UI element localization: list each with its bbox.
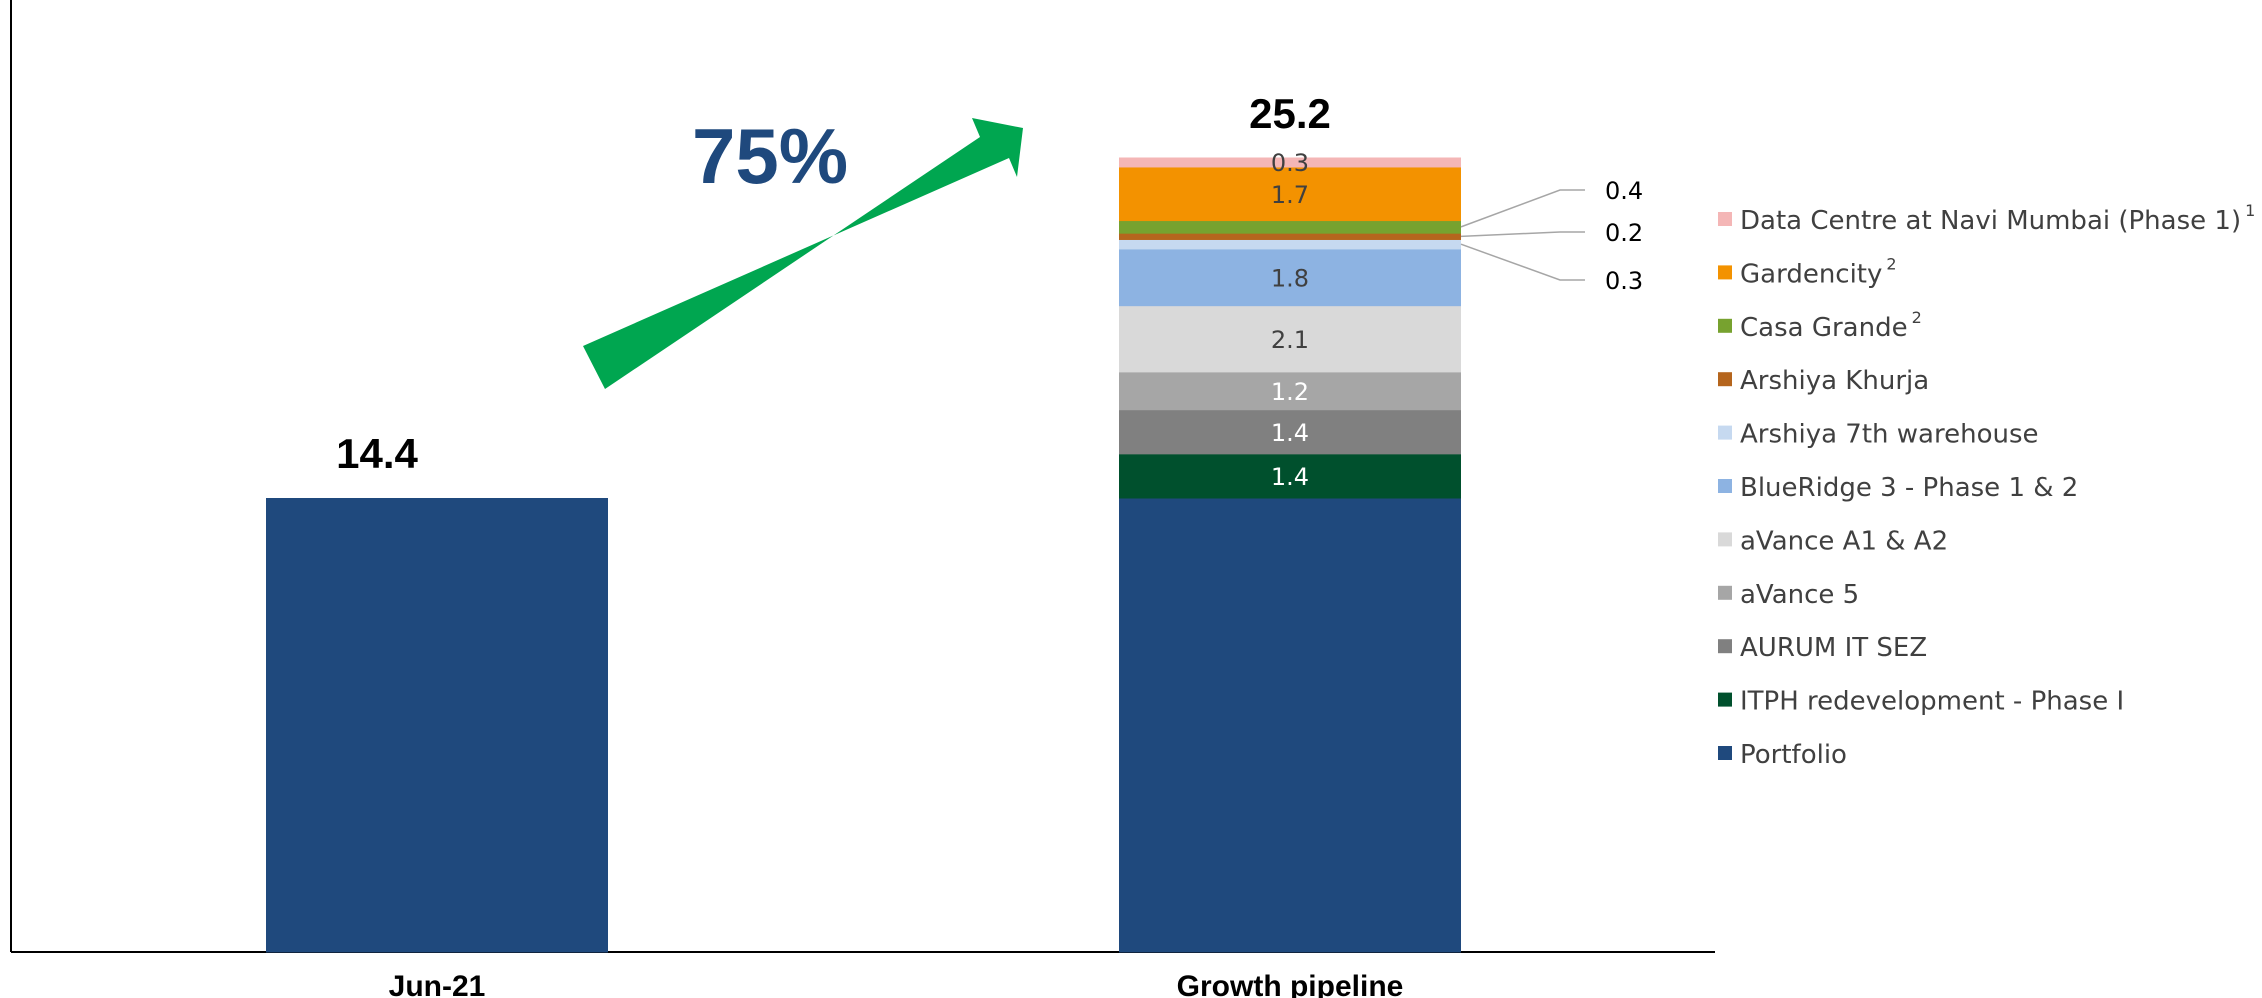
legend-label-itph-redevelopment-phase-i: ITPH redevelopment - Phase I bbox=[1740, 687, 2124, 717]
data-label-itph-redevelopment-phase-i: 1.4 bbox=[1271, 463, 1309, 491]
legend-label-casa-grande: Casa Grande bbox=[1740, 313, 1908, 343]
legend-label-avance-a1-a2: aVance A1 & A2 bbox=[1740, 526, 1948, 556]
legend-label-data-centre-at-navi-mumbai-phase-1: Data Centre at Navi Mumbai (Phase 1) bbox=[1740, 206, 2241, 236]
data-label-gardencity: 1.7 bbox=[1271, 181, 1309, 209]
callout-line-arshiya-7th-warehouse bbox=[1460, 243, 1585, 281]
data-label-blueridge-3-phase-1-2: 1.8 bbox=[1271, 264, 1309, 292]
legend-swatch-arshiya-7th-warehouse bbox=[1718, 425, 1732, 440]
legend-swatch-portfolio bbox=[1718, 746, 1732, 760]
data-label-aurum-it-sez: 1.4 bbox=[1271, 419, 1309, 447]
callout-label-arshiya-khurja: 0.2 bbox=[1605, 219, 1643, 247]
legend-swatch-gardencity bbox=[1718, 265, 1732, 280]
legend-swatch-itph-redevelopment-phase-i bbox=[1718, 692, 1732, 707]
total-label-jun-21: 14.4 bbox=[336, 430, 418, 477]
legend-label-arshiya-7th-warehouse: Arshiya 7th warehouse bbox=[1740, 420, 2039, 450]
bar-itph-redevelopment-phase-i-growth-pipeline bbox=[1119, 453, 1461, 499]
callout-line-arshiya-khurja bbox=[1460, 231, 1585, 238]
x-tick-jun-21: Jun-21 bbox=[389, 970, 486, 998]
bar-arshiya-7th-warehouse-growth-pipeline bbox=[1119, 239, 1461, 250]
bar-avance-5-growth-pipeline bbox=[1119, 371, 1461, 411]
legend-footnote-casa-grande: 2 bbox=[1912, 308, 1922, 327]
legend-swatch-avance-a1-a2 bbox=[1718, 532, 1732, 547]
legend-swatch-blueridge-3-phase-1-2 bbox=[1718, 479, 1732, 493]
legend-swatch-data-centre-at-navi-mumbai-phase-1 bbox=[1718, 212, 1732, 226]
bar-aurum-it-sez-growth-pipeline bbox=[1119, 409, 1461, 455]
data-label-avance-a1-a2: 2.1 bbox=[1271, 326, 1309, 354]
data-label-avance-5: 1.2 bbox=[1271, 378, 1309, 406]
callout-line-casa-grande bbox=[1460, 189, 1585, 228]
legend-label-portfolio: Portfolio bbox=[1740, 740, 1847, 770]
bar-casa-grande-growth-pipeline bbox=[1119, 220, 1461, 234]
growth-arrow-icon bbox=[583, 118, 1023, 389]
bar-data-centre-at-navi-mumbai-phase-1-growth-pipeline bbox=[1119, 157, 1461, 168]
bar-avance-a1-a2-growth-pipeline bbox=[1119, 305, 1461, 373]
bar-gardencity-growth-pipeline bbox=[1119, 166, 1461, 222]
legend-label-aurum-it-sez: AURUM IT SEZ bbox=[1740, 633, 1927, 663]
bar-arshiya-khurja-growth-pipeline bbox=[1119, 233, 1461, 240]
growth-label: 75% bbox=[692, 112, 848, 200]
legend-footnote-data-centre-at-navi-mumbai-phase-1: 1 bbox=[2245, 201, 2255, 220]
legend-label-avance-5: aVance 5 bbox=[1740, 580, 1859, 610]
total-label-growth-pipeline: 25.2 bbox=[1249, 90, 1331, 137]
bars bbox=[266, 157, 1461, 953]
legend-swatch-casa-grande bbox=[1718, 318, 1732, 333]
bar-portfolio-growth-pipeline bbox=[1119, 498, 1461, 953]
legend-swatch-aurum-it-sez bbox=[1718, 639, 1732, 654]
callouts: 0.4 0.2 0.3 bbox=[1460, 177, 1643, 295]
legend-label-blueridge-3-phase-1-2: BlueRidge 3 - Phase 1 & 2 bbox=[1740, 473, 2078, 503]
legend-swatch-avance-5 bbox=[1718, 585, 1732, 600]
bar-blueridge-3-phase-1-2-growth-pipeline bbox=[1119, 248, 1461, 307]
legend-footnote-gardencity: 2 bbox=[1886, 254, 1896, 273]
data-label-data-centre-at-navi-mumbai-phase-1: 0.3 bbox=[1271, 149, 1309, 177]
callout-label-casa-grande: 0.4 bbox=[1605, 177, 1643, 205]
legend-label-gardencity: Gardencity bbox=[1740, 259, 1882, 289]
legend-label-arshiya-khurja: Arshiya Khurja bbox=[1740, 366, 1929, 396]
callout-label-arshiya-7th-warehouse: 0.3 bbox=[1605, 267, 1643, 295]
segment-labels: 1.4 1.4 1.2 2.1 1.8 1.7 0.3 bbox=[1271, 149, 1309, 491]
bar-portfolio-jun-21 bbox=[266, 498, 608, 953]
legend: Data Centre at Navi Mumbai (Phase 1) 1 Gar… bbox=[1718, 201, 2255, 770]
x-tick-growth-pipeline: Growth pipeline bbox=[1177, 970, 1404, 998]
legend-swatch-arshiya-khurja bbox=[1718, 372, 1732, 387]
